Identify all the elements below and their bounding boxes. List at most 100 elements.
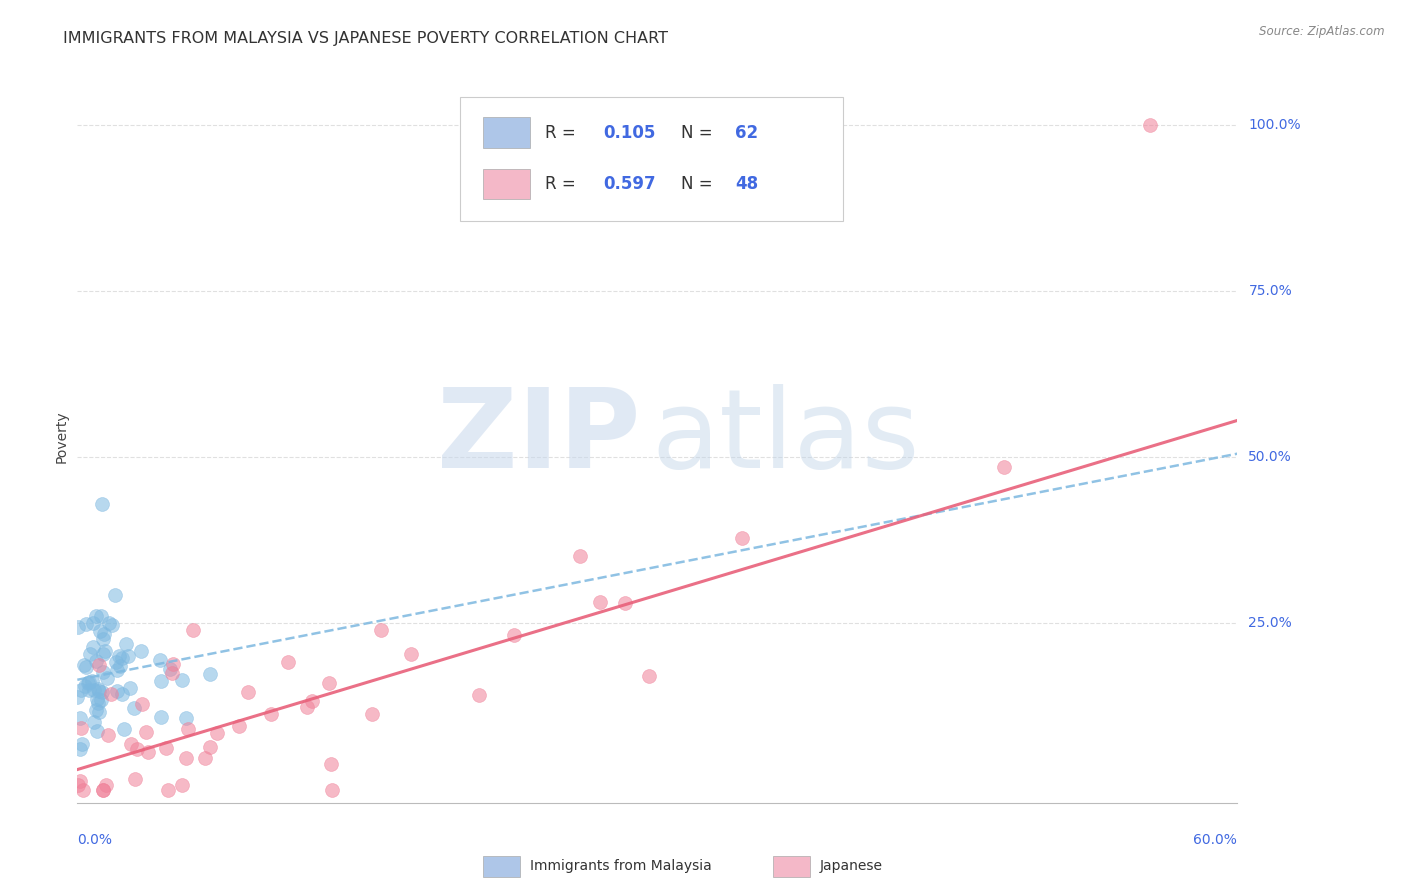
Point <box>155 740 177 755</box>
Y-axis label: Poverty: Poverty <box>55 411 69 463</box>
Point <box>110 687 132 701</box>
Point <box>83 682 105 697</box>
Point <box>589 595 612 609</box>
Point <box>174 710 197 724</box>
Text: ZIP: ZIP <box>436 384 640 491</box>
Point <box>87 657 110 672</box>
Point <box>100 687 122 701</box>
Point <box>69 742 91 756</box>
Point <box>731 531 754 545</box>
Point <box>104 588 127 602</box>
Point <box>149 653 172 667</box>
Point <box>136 745 159 759</box>
Text: IMMIGRANTS FROM MALAYSIA VS JAPANESE POVERTY CORRELATION CHART: IMMIGRANTS FROM MALAYSIA VS JAPANESE POV… <box>63 31 668 46</box>
Point <box>170 778 193 792</box>
Point <box>82 673 104 688</box>
Point <box>157 782 180 797</box>
Point <box>111 651 134 665</box>
Text: atlas: atlas <box>651 384 920 491</box>
Point <box>73 658 96 673</box>
Point <box>84 608 107 623</box>
Point <box>67 620 90 634</box>
Text: 75.0%: 75.0% <box>1249 284 1292 298</box>
Point <box>198 667 221 681</box>
Point <box>86 654 108 668</box>
Point <box>83 715 105 730</box>
Point <box>70 721 93 735</box>
Point <box>89 624 111 638</box>
Point <box>124 772 146 786</box>
Point <box>174 751 197 765</box>
Point <box>91 632 114 647</box>
Text: N =: N = <box>681 175 717 193</box>
Point <box>105 684 128 698</box>
Text: 62: 62 <box>735 124 758 142</box>
Point <box>318 676 340 690</box>
Point <box>118 681 141 695</box>
Point <box>149 710 172 724</box>
Point <box>993 459 1015 474</box>
Point <box>321 757 343 772</box>
Point <box>117 649 139 664</box>
Point <box>295 700 318 714</box>
Point <box>277 655 299 669</box>
Point <box>160 665 183 680</box>
Point <box>75 680 97 694</box>
Point <box>114 637 136 651</box>
Text: 0.105: 0.105 <box>603 124 655 142</box>
Point <box>399 648 422 662</box>
Text: 25.0%: 25.0% <box>1249 616 1292 631</box>
Point <box>1139 118 1161 132</box>
Point <box>96 778 118 792</box>
Point <box>77 674 100 689</box>
Text: 100.0%: 100.0% <box>1249 118 1301 131</box>
Point <box>321 782 343 797</box>
Text: N =: N = <box>681 124 717 142</box>
Point <box>66 690 89 704</box>
Point <box>105 664 128 678</box>
Point <box>87 681 110 696</box>
Point <box>98 615 121 630</box>
Text: Japanese: Japanese <box>820 859 883 873</box>
Point <box>87 696 110 710</box>
Point <box>69 773 91 788</box>
Text: 48: 48 <box>735 175 758 193</box>
Point <box>82 615 104 630</box>
Text: Immigrants from Malaysia: Immigrants from Malaysia <box>530 859 711 873</box>
Point <box>228 719 250 733</box>
Point <box>107 649 129 664</box>
Point <box>162 657 184 672</box>
FancyBboxPatch shape <box>484 856 520 877</box>
Point <box>122 701 145 715</box>
Text: 50.0%: 50.0% <box>1249 450 1292 464</box>
Text: Source: ZipAtlas.com: Source: ZipAtlas.com <box>1260 25 1385 38</box>
Point <box>72 738 94 752</box>
Point <box>135 725 157 739</box>
Point <box>86 692 108 706</box>
Point <box>77 675 100 690</box>
Point <box>101 618 124 632</box>
Point <box>120 737 142 751</box>
FancyBboxPatch shape <box>484 118 530 148</box>
Point <box>97 729 120 743</box>
Point <box>89 705 111 719</box>
Point <box>91 647 114 661</box>
Point <box>86 723 108 738</box>
Point <box>82 640 104 654</box>
Point <box>301 694 323 708</box>
Point <box>69 683 91 698</box>
Point <box>87 683 110 698</box>
Point <box>75 660 97 674</box>
Point <box>93 627 115 641</box>
Point <box>638 669 661 683</box>
Text: R =: R = <box>544 175 581 193</box>
Point <box>503 628 526 642</box>
Text: 60.0%: 60.0% <box>1194 833 1237 847</box>
Point <box>96 671 118 685</box>
Point <box>568 549 591 564</box>
Text: 0.597: 0.597 <box>603 175 655 193</box>
Point <box>91 782 114 797</box>
Point <box>129 644 152 658</box>
Point <box>94 644 117 658</box>
Point <box>131 697 153 711</box>
